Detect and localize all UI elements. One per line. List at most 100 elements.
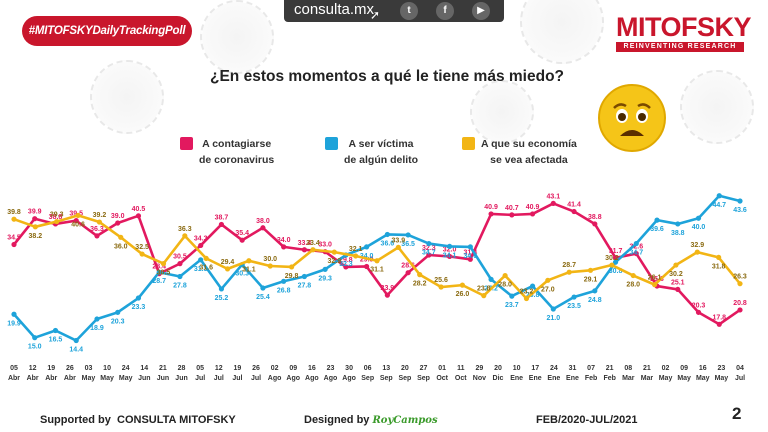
data-point	[716, 321, 722, 327]
data-point	[73, 218, 79, 224]
x-tick-month-label: Abr	[8, 375, 20, 382]
data-point	[417, 272, 423, 278]
data-point	[488, 211, 494, 217]
x-tick-day-label: 23	[327, 365, 335, 372]
data-label: 34.3	[194, 235, 208, 242]
data-point	[198, 242, 204, 249]
brand-logo: MITOFSKY REINVENTING RESEARCH	[616, 12, 752, 52]
x-tick-day-label: 23	[717, 365, 725, 372]
data-point	[502, 272, 508, 279]
x-tick-month-label: Jul	[214, 375, 224, 382]
x-tick-day-label: 26	[66, 365, 74, 372]
data-point	[737, 198, 743, 204]
data-point	[177, 261, 183, 267]
data-point	[384, 292, 390, 298]
data-label: 33.0	[318, 242, 332, 249]
x-tick-day-label: 06	[364, 365, 372, 372]
data-label: 34.7	[629, 250, 643, 257]
data-point	[633, 240, 639, 247]
data-point	[32, 335, 38, 341]
x-tick-month-label: May	[119, 375, 133, 382]
legend-label: A que su economía se vea afectada	[481, 138, 577, 166]
data-label: 34.7	[422, 250, 436, 257]
data-label: 25.6	[434, 277, 448, 284]
data-label: 18.9	[90, 325, 104, 332]
data-label: 33.4	[306, 240, 320, 247]
data-point	[203, 255, 209, 261]
virus-background-icon	[470, 80, 534, 144]
data-label: 34.5	[7, 235, 21, 242]
x-tick-month-label: Jul	[195, 375, 205, 382]
x-tick-day-label: 21	[159, 365, 167, 372]
data-point	[94, 316, 100, 322]
data-point	[374, 258, 380, 264]
x-tick-day-label: 10	[513, 365, 521, 372]
data-label: 31.4	[464, 249, 478, 256]
data-point	[177, 273, 183, 280]
x-tick-month-label: Feb	[603, 375, 615, 382]
x-tick-month-label: Sep	[417, 375, 430, 382]
virus-background-icon	[680, 70, 754, 144]
data-point	[353, 253, 359, 259]
data-point	[364, 244, 370, 250]
x-tick-month-label: Nov	[473, 375, 486, 382]
data-point	[488, 276, 494, 282]
data-label: 39.0	[111, 213, 125, 220]
data-label: 28.4	[152, 264, 166, 271]
x-tick-day-label: 19	[47, 365, 55, 372]
data-label: 32.5	[135, 244, 149, 251]
facebook-icon[interactable]: f	[436, 2, 454, 20]
data-label: 40.6	[71, 221, 85, 228]
data-point	[675, 221, 681, 227]
x-tick-day-label: 24	[122, 365, 130, 372]
data-point	[301, 247, 307, 253]
data-label: 35.4	[235, 230, 249, 237]
data-label: 39.9	[28, 209, 42, 216]
data-point	[198, 257, 204, 263]
data-label: 31.7	[609, 248, 623, 255]
x-tick-day-label: 03	[85, 365, 93, 372]
x-tick-day-label: 30	[345, 365, 353, 372]
designer-signature: RoyCampos	[372, 415, 438, 426]
x-tick-month-label: Ago	[324, 375, 338, 382]
x-tick-day-label: 09	[289, 365, 297, 372]
x-tick-month-label: Oct	[436, 375, 448, 382]
twitter-icon[interactable]: t	[400, 2, 418, 20]
x-tick-month-label: Jul	[232, 375, 242, 382]
data-label: 16.5	[49, 337, 63, 344]
x-tick-month-label: Oct	[455, 375, 467, 382]
data-label: 29.1	[584, 276, 598, 283]
x-tick-month-label: Jun	[138, 375, 150, 382]
x-tick-day-label: 08	[624, 365, 632, 372]
hashtag-badge: #MITOFSKYDailyTrackingPoll	[22, 16, 192, 46]
legend-swatch	[325, 137, 338, 150]
data-label: 30.2	[605, 255, 619, 262]
worried-face-icon	[598, 84, 666, 152]
data-label: 28.7	[562, 262, 576, 269]
data-point	[395, 244, 401, 250]
site-link[interactable]: consulta.mx	[294, 1, 375, 18]
data-label: 32.6	[629, 244, 643, 251]
data-label: 40.9	[526, 204, 540, 211]
x-tick-day-label: 19	[233, 365, 241, 372]
data-label: 28.0	[498, 282, 512, 289]
data-label: 14.4	[69, 347, 83, 354]
data-point	[54, 218, 60, 225]
data-point	[716, 193, 722, 199]
virus-background-icon	[90, 60, 164, 134]
youtube-icon[interactable]: ▶	[472, 2, 490, 20]
x-tick-month-label: Feb	[585, 375, 597, 382]
data-label: 26.1	[648, 275, 662, 282]
data-label: 28.6	[401, 263, 415, 270]
x-tick-month-label: Ene	[547, 375, 560, 382]
data-point	[281, 278, 287, 284]
x-tick-month-label: Mar	[641, 375, 654, 382]
data-label: 38.8	[49, 214, 63, 221]
data-point	[281, 244, 287, 250]
data-point	[224, 266, 231, 272]
data-point	[737, 307, 743, 313]
data-label: 17.8	[712, 314, 726, 321]
x-tick-month-label: Dic	[493, 375, 504, 382]
data-label: 36.6	[381, 240, 395, 247]
